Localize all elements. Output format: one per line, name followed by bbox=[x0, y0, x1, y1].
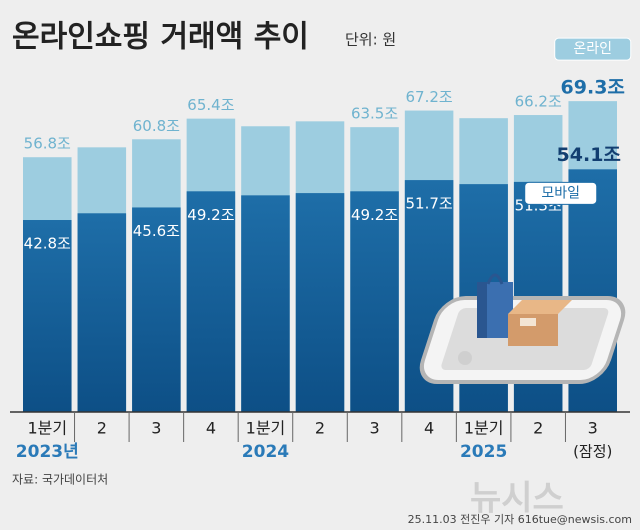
phone-illustration bbox=[419, 273, 626, 384]
mobile-bar bbox=[23, 220, 72, 412]
chart-title: 온라인쇼핑 거래액 추이 bbox=[12, 20, 309, 55]
mobile-bar bbox=[295, 193, 345, 412]
mobile-value-label: 45.6조 bbox=[133, 222, 180, 240]
watermark: 뉴시스 bbox=[470, 479, 564, 519]
mobile-value-label: 42.8조 bbox=[24, 235, 71, 253]
provisional-note: (잠정) bbox=[573, 443, 612, 461]
online-value-label: 66.2조 bbox=[515, 93, 562, 111]
mobile-bar bbox=[77, 213, 127, 412]
x-tick-label: 3 bbox=[369, 419, 379, 438]
mobile-bar bbox=[132, 207, 181, 412]
x-tick-label: 4 bbox=[206, 419, 216, 438]
online-value-label: 67.2조 bbox=[405, 88, 452, 106]
year-label: 2024 bbox=[242, 442, 289, 462]
online-value-label: 63.5조 bbox=[351, 105, 398, 123]
x-tick-label: 2 bbox=[315, 419, 325, 438]
legend-badge bbox=[554, 37, 632, 61]
x-tick-label: 3 bbox=[151, 419, 161, 438]
legend-label: 온라인 bbox=[573, 41, 612, 57]
mobile-bar bbox=[350, 191, 399, 412]
mobile-value-label: 49.2조 bbox=[351, 206, 398, 224]
mobile-bar bbox=[186, 191, 236, 412]
online-value-label: 60.8조 bbox=[133, 117, 180, 135]
x-tick-label: 4 bbox=[424, 419, 434, 438]
unit-label: 단위: 원 bbox=[345, 31, 396, 49]
online-value-label: 56.8조 bbox=[24, 135, 71, 153]
year-label: 2023년 bbox=[16, 442, 79, 462]
x-tick-label: 3 bbox=[588, 419, 598, 438]
credit: 25.11.03 전진우 기자 616tue@newsis.com bbox=[408, 513, 632, 526]
legend-label: 모바일 bbox=[541, 185, 580, 201]
source: 자료: 국가데이터처 bbox=[12, 473, 108, 487]
year-label: 2025 bbox=[460, 442, 507, 462]
x-tick-label: 2 bbox=[97, 419, 107, 438]
x-tick-label: 2 bbox=[533, 419, 543, 438]
online-value-label: 65.4조 bbox=[187, 96, 234, 114]
legend-badge bbox=[524, 181, 598, 205]
x-tick-label: 1분기 bbox=[464, 419, 504, 438]
mobile-value-label: 54.1조 bbox=[557, 144, 621, 166]
mobile-value-label: 51.7조 bbox=[405, 195, 452, 213]
x-tick-label: 1분기 bbox=[246, 419, 286, 438]
mobile-bar bbox=[241, 195, 290, 412]
mobile-value-label: 49.2조 bbox=[187, 206, 234, 224]
online-value-label: 69.3조 bbox=[561, 77, 625, 99]
x-tick-label: 1분기 bbox=[27, 419, 67, 438]
